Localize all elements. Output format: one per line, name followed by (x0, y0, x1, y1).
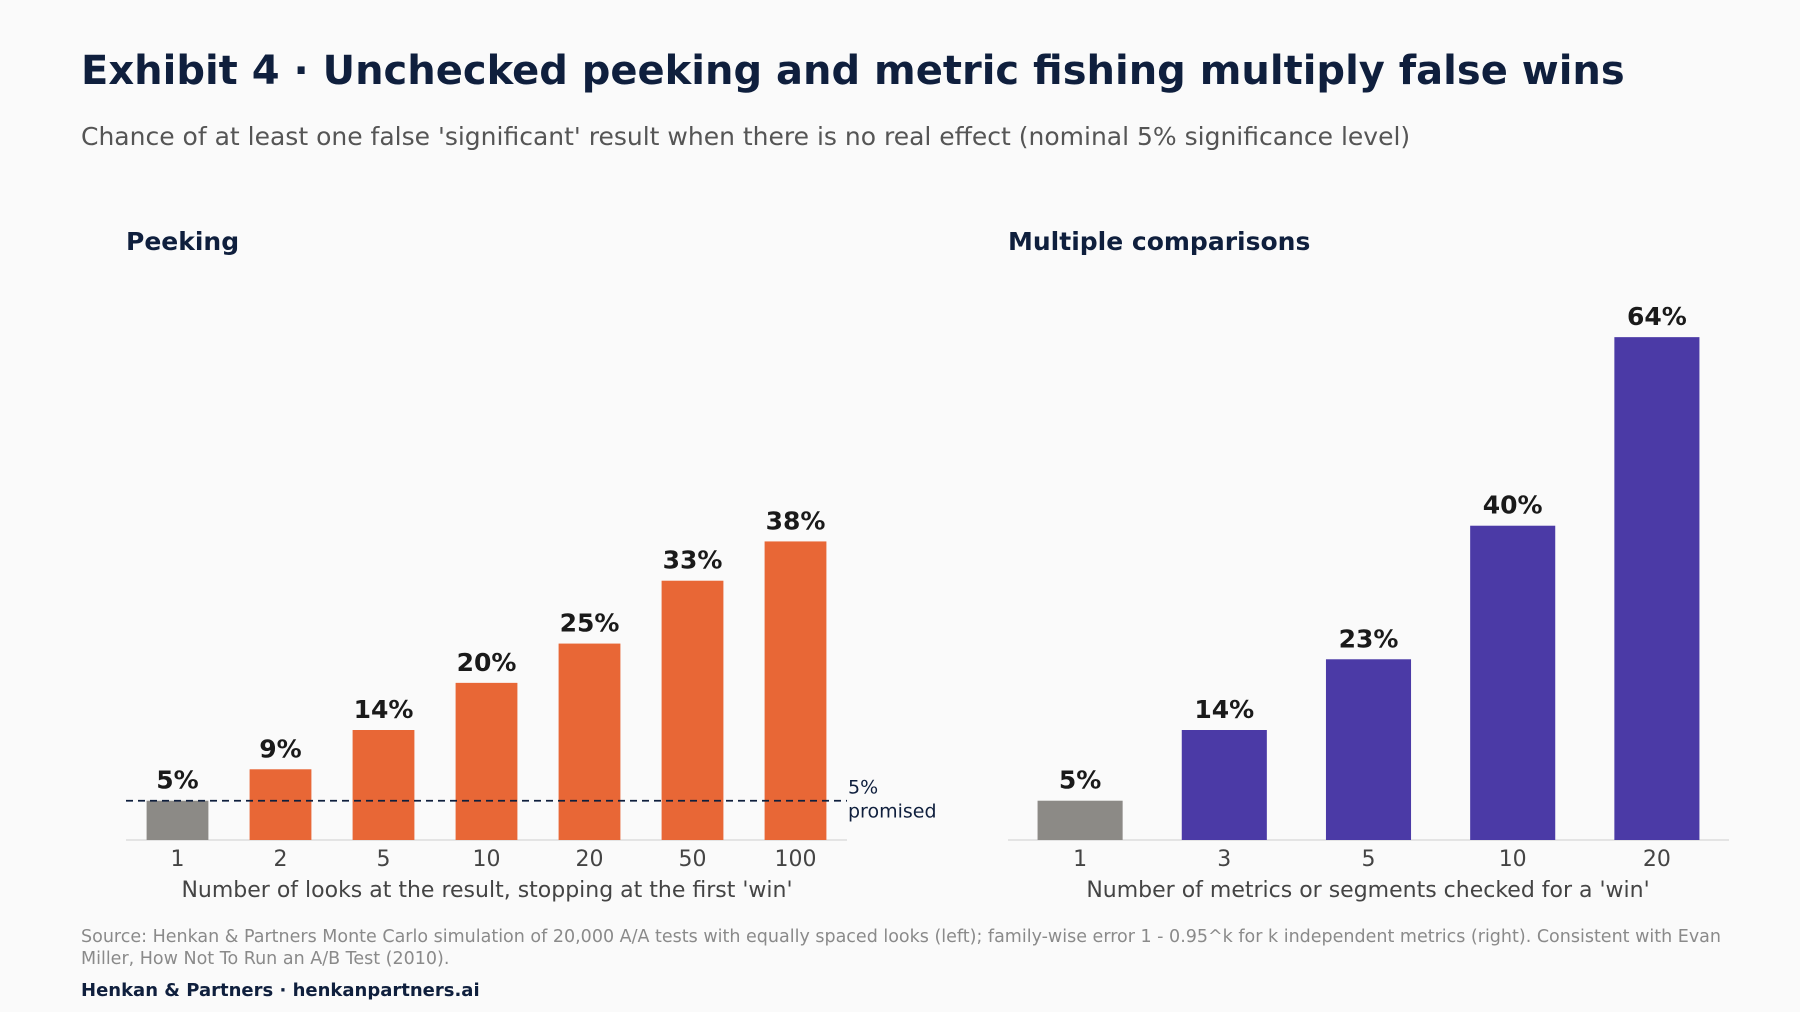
comparisons-bar-1 (1037, 800, 1123, 840)
peeking-tick-label-1: 1 (171, 847, 185, 872)
peeking-tick-label-100: 100 (775, 847, 817, 872)
peeking-bar-10 (455, 682, 518, 840)
peeking-bar-2 (249, 769, 312, 840)
peeking-bar-5 (352, 730, 415, 840)
comparisons-panel: Multiple comparisons Number of metrics o… (1008, 227, 1729, 903)
comparisons-tick-label-5: 5 (1362, 847, 1376, 872)
peeking-bar-100 (764, 541, 827, 840)
peeking-value-label-5: 14% (354, 695, 414, 724)
comparisons-value-label-3: 14% (1194, 695, 1254, 724)
peeking-tick-label-2: 2 (274, 847, 288, 872)
comparisons-value-label-10: 40% (1483, 491, 1543, 520)
comparisons-bar-20 (1614, 337, 1700, 840)
peeking-reference: 5%promised (126, 777, 937, 823)
comparisons-tick-label-1: 1 (1073, 847, 1087, 872)
peeking-bar-50 (661, 580, 724, 840)
peeking-value-label-100: 38% (766, 506, 826, 535)
comparisons-tick-label-10: 10 (1499, 847, 1527, 872)
comparisons-value-label-1: 5% (1059, 766, 1101, 795)
page-title: Exhibit 4 · Unchecked peeking and metric… (81, 48, 1625, 94)
peeking-panel-title: Peeking (126, 227, 239, 256)
comparisons-bars: 5% 1 14% 3 23% 5 40% 10 64% 20 (1037, 302, 1700, 872)
peeking-panel: Peeking Number of looks at the result, s… (126, 227, 937, 903)
peeking-value-label-50: 33% (663, 546, 723, 575)
comparisons-value-label-5: 23% (1339, 624, 1399, 653)
page-subtitle: Chance of at least one false 'significan… (81, 122, 1411, 151)
peeking-bars: 5% 1 9% 2 14% 5 20% 10 25% 20 33% 50 38% 100 (146, 506, 827, 872)
comparisons-tick-label-3: 3 (1217, 847, 1231, 872)
peeking-value-label-1: 5% (156, 766, 198, 795)
footer-brand: Henkan & Partners · henkanpartners.ai (81, 980, 480, 1001)
peeking-reference-label-line-1: 5% (848, 777, 878, 799)
peeking-value-label-20: 25% (560, 609, 620, 638)
peeking-value-label-2: 9% (259, 734, 301, 763)
peeking-tick-label-20: 20 (576, 847, 604, 872)
peeking-bar-20 (558, 643, 621, 840)
peeking-value-label-10: 20% (457, 648, 517, 677)
comparisons-bar-10 (1470, 525, 1556, 840)
comparisons-tick-label-20: 20 (1643, 847, 1671, 872)
comparisons-value-label-20: 64% (1627, 302, 1687, 331)
peeking-reference-label-line-2: promised (848, 801, 937, 823)
comparisons-panel-title: Multiple comparisons (1008, 227, 1310, 256)
source-note: Source: Henkan & Partners Monte Carlo si… (81, 927, 1722, 969)
peeking-tick-label-10: 10 (473, 847, 501, 872)
comparisons-x-axis-label: Number of metrics or segments checked fo… (1086, 878, 1649, 903)
comparisons-bar-3 (1181, 730, 1267, 840)
comparisons-bar-5 (1325, 659, 1412, 840)
peeking-tick-label-5: 5 (377, 847, 391, 872)
peeking-bar-1 (146, 800, 209, 840)
peeking-tick-label-50: 50 (679, 847, 707, 872)
peeking-x-axis-label: Number of looks at the result, stopping … (181, 878, 792, 903)
